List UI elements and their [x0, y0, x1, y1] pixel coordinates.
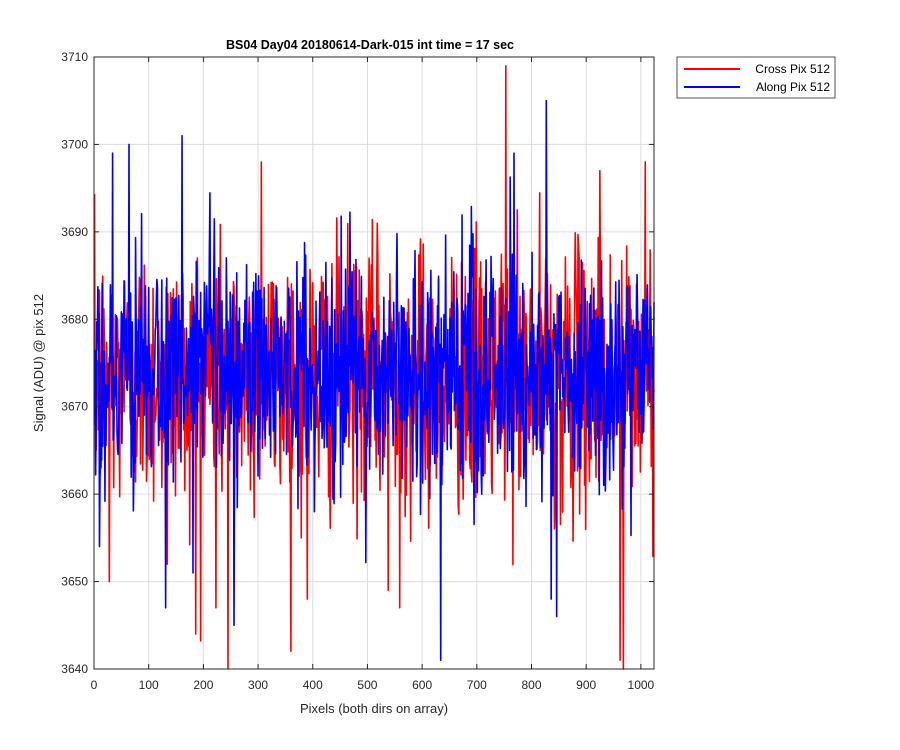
x-tick-label: 800	[521, 678, 541, 692]
chart-title: BS04 Day04 20180614-Dark-015 int time = …	[226, 38, 514, 52]
plot-frame	[93, 56, 655, 670]
x-tick-label: 900	[576, 678, 596, 692]
legend-entry-cross: Cross Pix 512	[755, 62, 830, 76]
y-tick-label: 3690	[61, 225, 88, 239]
x-tick-label: 400	[303, 678, 323, 692]
y-tick-label: 3680	[61, 312, 88, 326]
legend-entry-along: Along Pix 512	[756, 80, 830, 94]
x-tick-label: 500	[357, 678, 377, 692]
legend-box	[676, 56, 836, 99]
y-tick-label: 3670	[61, 400, 88, 414]
legend: Cross Pix 512 Along Pix 512	[676, 56, 836, 99]
x-tick-label: 1000	[628, 678, 655, 692]
x-tick-label: 700	[467, 678, 487, 692]
y-axis-label: Signal (ADU) @ pix 512	[31, 294, 46, 432]
y-tick-label: 3640	[61, 662, 88, 676]
x-tick-label: 100	[139, 678, 159, 692]
x-tick-label: 0	[91, 678, 98, 692]
y-tick-label: 3650	[61, 575, 88, 589]
x-tick-label: 200	[193, 678, 213, 692]
x-tick-label: 300	[248, 678, 268, 692]
y-tick-label: 3700	[61, 137, 88, 151]
x-axis-label: Pixels (both dirs on array)	[300, 701, 448, 716]
series-lines	[93, 64, 655, 670]
y-tick-label: 3660	[61, 487, 88, 501]
x-tick-label: 600	[412, 678, 432, 692]
axis-ticks: 0 100 200 300 400 500 600 700 800 900 1000 3640 3650…	[61, 50, 654, 692]
series-line-along	[93, 99, 655, 662]
y-tick-label: 3710	[61, 50, 88, 64]
